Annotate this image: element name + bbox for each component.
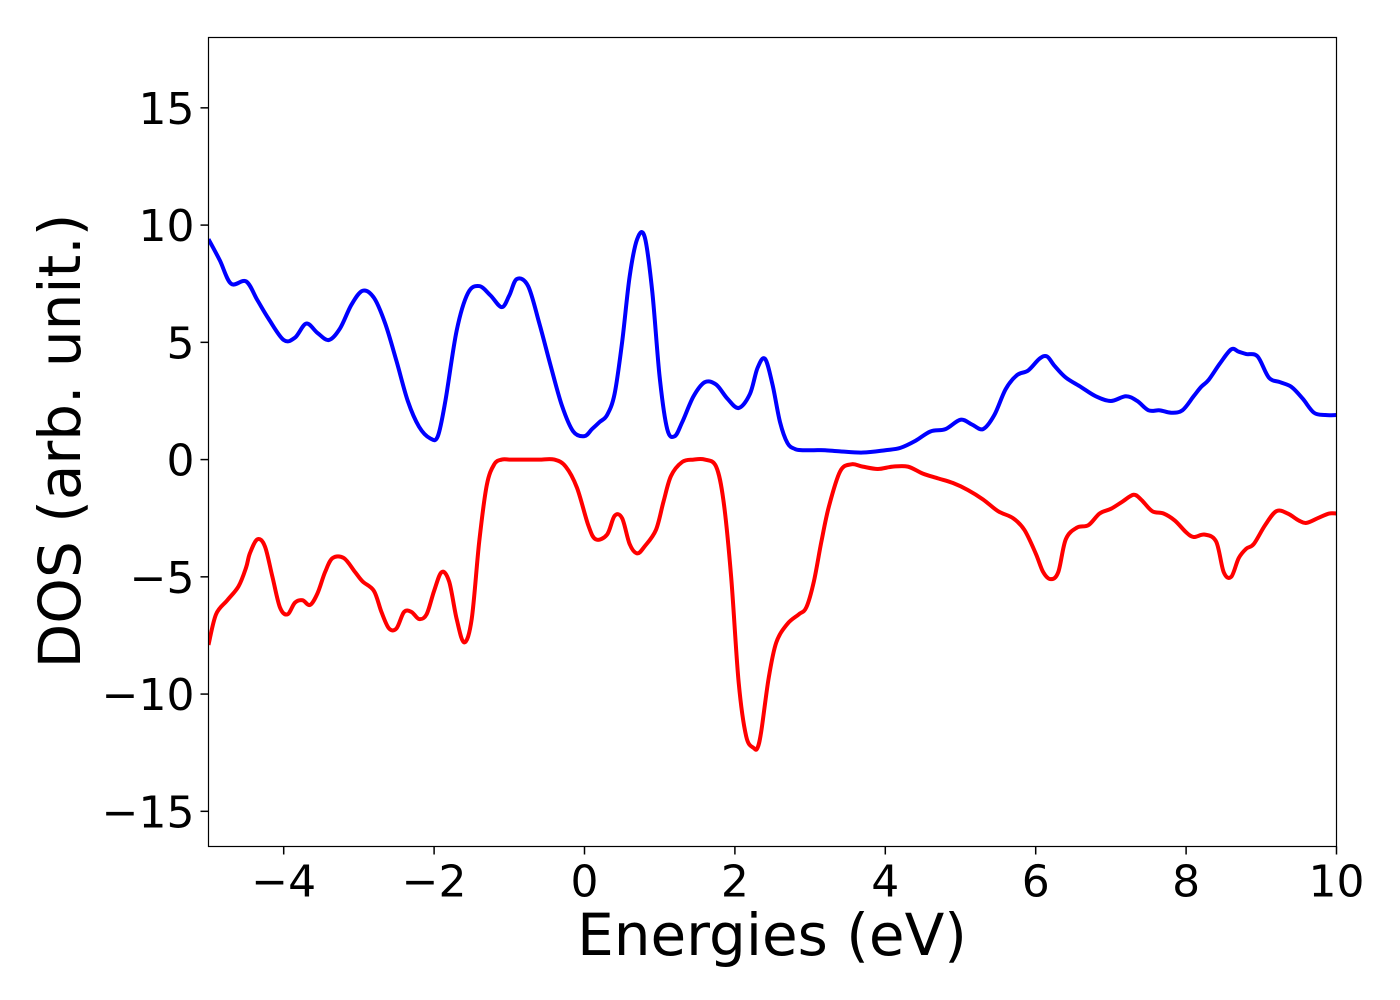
x-tick-label: 4: [871, 857, 899, 908]
x-tick-label: −4: [251, 857, 316, 908]
y-tick-label: 5: [167, 318, 195, 369]
y-tick-label: 10: [139, 201, 195, 252]
y-tick-label: −15: [102, 787, 195, 838]
y-tick-label: −10: [102, 670, 195, 721]
x-tick-label: 2: [721, 857, 749, 908]
y-tick-label: 0: [167, 436, 195, 487]
x-tick-label: 8: [1172, 857, 1200, 908]
y-axis: −15 −10 −5 0 5 10 15: [102, 84, 209, 838]
x-tick-label: −2: [402, 857, 467, 908]
x-tick-label: 10: [1309, 857, 1365, 908]
x-axis-title: Energies (eV): [577, 901, 967, 969]
y-tick-label: 15: [139, 84, 195, 135]
y-axis-title: DOS (arb. unit.): [26, 214, 94, 669]
series-line-red: [208, 456, 1337, 752]
plot-layer: [208, 230, 1337, 752]
x-tick-label: 0: [571, 857, 599, 908]
x-tick-label: 6: [1022, 857, 1050, 908]
y-tick-label: −5: [130, 553, 195, 604]
x-axis: −4 −2 0 2 4 6 8 10: [251, 846, 1365, 908]
series-line-blue: [208, 230, 1337, 455]
plot-frame: [207, 36, 1338, 848]
